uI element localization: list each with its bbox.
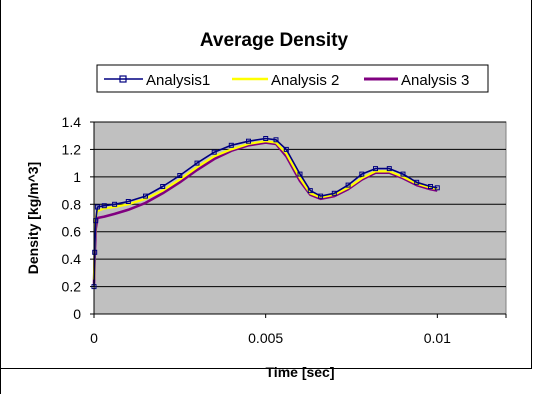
chart-left-edge [0,0,1,394]
data-point-analysis1 [307,188,313,194]
gridlines [94,121,506,288]
y-tick-label: 0.2 [62,279,82,295]
data-point-analysis1 [112,201,118,207]
x-tick-label: 0 [90,330,98,346]
x-tick-label: 0.01 [424,330,451,346]
data-point-analysis1 [283,146,289,152]
y-axis-label: Density [kg/m^3] [25,162,41,274]
series-line-analysis3 [92,141,438,284]
data-point-analysis1 [125,199,131,204]
y-tick-label: 1.2 [62,141,82,157]
legend: Analysis1 Analysis 2 Analysis 3 [96,64,489,93]
data-point-analysis1 [94,204,100,210]
y-tick-label: 0 [73,306,81,322]
data-point-analysis1 [345,182,351,188]
data-point-analysis1 [101,203,107,209]
chart-title: Average Density [200,30,349,51]
data-point-analysis1 [228,142,234,148]
legend-item-analysis2: Analysis 2 [232,72,339,89]
data-point-analysis1 [386,166,392,172]
data-point-analysis1 [273,137,279,143]
data-point-analysis1 [92,249,98,255]
legend-label-analysis2: Analysis 2 [271,72,339,89]
x-axis-label: Time [sec] [266,364,335,380]
y-tick-label: 0.8 [62,196,82,212]
data-series [91,136,440,290]
tick-labels: 0 0.2 0.4 0.6 0.8 1 1.2 1.4 0 0.005 0.01 [62,114,507,346]
data-point-analysis1 [428,184,433,189]
y-tick-label: 0.6 [62,224,82,240]
data-point-analysis1 [331,190,337,196]
data-point-analysis1 [194,160,200,166]
data-point-analysis1 [414,179,420,185]
legend-label-analysis3: Analysis 3 [401,72,469,89]
series-line-analysis1 [93,137,438,287]
y-tick-label: 1.4 [62,114,82,130]
data-point-analysis1 [211,149,217,155]
data-point-analysis1 [359,171,365,177]
x-tick-label: 0.005 [248,330,283,346]
legend-marker-analysis1 [119,75,127,83]
legend-box [96,64,489,93]
data-point-analysis1 [177,173,183,178]
y-tick-label: 0.4 [62,251,82,267]
data-point-analysis1 [246,138,251,144]
data-point-analysis1 [400,171,406,177]
data-point-analysis1 [297,171,303,177]
data-point-analysis1 [143,193,148,199]
legend-label-analysis1: Analysis1 [146,72,210,89]
y-tick-label: 1 [73,169,81,185]
data-point-analysis1 [160,184,166,189]
plot-area [93,121,507,315]
data-point-analysis1 [318,193,324,199]
series-line-analysis2 [92,140,438,280]
legend-item-analysis3: Analysis 3 [364,72,469,89]
data-point-analysis1 [263,136,269,141]
chart-frame [0,0,532,369]
legend-item-analysis1: Analysis1 [104,72,210,89]
data-point-analysis1 [373,166,378,172]
data-point-analysis1 [434,185,440,191]
